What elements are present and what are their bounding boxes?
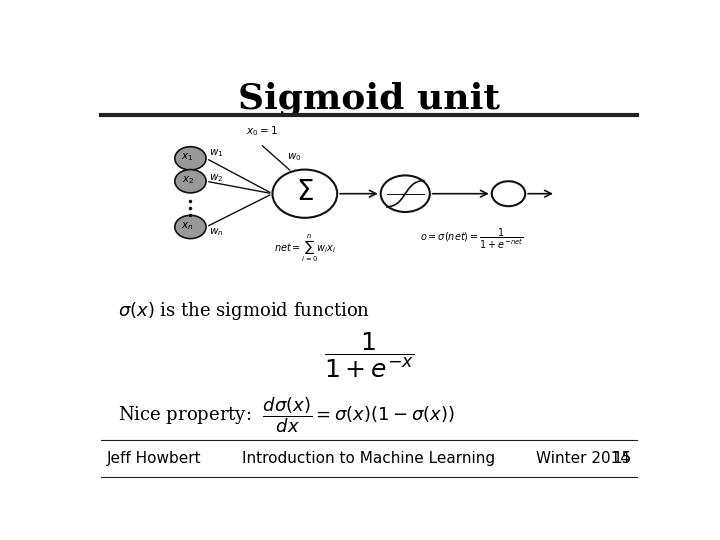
- Circle shape: [175, 170, 206, 193]
- Text: Winter 2014: Winter 2014: [536, 451, 630, 467]
- Circle shape: [381, 176, 430, 212]
- Circle shape: [492, 181, 526, 206]
- Text: $\dfrac{1}{1+e^{-x}}$: $\dfrac{1}{1+e^{-x}}$: [323, 331, 415, 380]
- Text: $x_1$: $x_1$: [181, 151, 194, 163]
- Text: $\sigma(x)$ is the sigmoid function: $\sigma(x)$ is the sigmoid function: [118, 300, 370, 322]
- Text: $x_2$: $x_2$: [181, 174, 194, 186]
- Text: Introduction to Machine Learning: Introduction to Machine Learning: [243, 451, 495, 467]
- Circle shape: [175, 215, 206, 239]
- Text: $w_2$: $w_2$: [209, 172, 223, 184]
- Text: $\Sigma$: $\Sigma$: [296, 178, 314, 206]
- Text: 15: 15: [612, 451, 631, 467]
- Text: $o = \sigma(net) = \dfrac{1}{1+e^{-net}}$: $o = \sigma(net) = \dfrac{1}{1+e^{-net}}…: [420, 226, 524, 251]
- Circle shape: [272, 170, 337, 218]
- Text: $w_n$: $w_n$: [209, 226, 223, 238]
- Text: Sigmoid unit: Sigmoid unit: [238, 82, 500, 116]
- Text: $w_0$: $w_0$: [287, 151, 302, 163]
- Circle shape: [175, 147, 206, 170]
- Text: $x_0=1$: $x_0=1$: [246, 124, 278, 138]
- Text: Jeff Howbert: Jeff Howbert: [107, 451, 202, 467]
- Text: $w_1$: $w_1$: [209, 147, 223, 159]
- Text: Nice property:  $\dfrac{d\sigma(x)}{dx} = \sigma(x)(1-\sigma(x))$: Nice property: $\dfrac{d\sigma(x)}{dx} =…: [118, 395, 454, 435]
- Text: $x_n$: $x_n$: [181, 220, 194, 232]
- Text: $net = \sum_{i=0}^{n} w_i x_i$: $net = \sum_{i=0}^{n} w_i x_i$: [274, 232, 336, 264]
